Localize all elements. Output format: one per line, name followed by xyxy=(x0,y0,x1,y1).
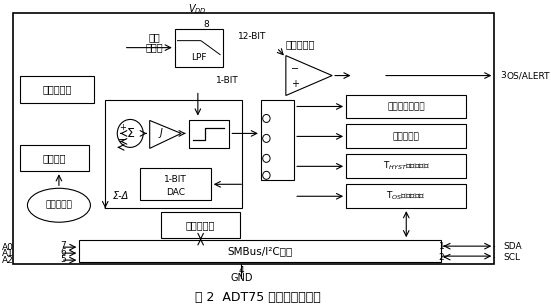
Bar xyxy=(20,145,89,171)
Text: DAC: DAC xyxy=(166,188,185,197)
Text: 滤波器: 滤波器 xyxy=(145,43,163,53)
Bar xyxy=(261,100,294,180)
Text: 5: 5 xyxy=(61,255,67,263)
Text: A1: A1 xyxy=(2,249,14,258)
Text: −: − xyxy=(291,64,299,73)
Text: 3: 3 xyxy=(500,71,506,80)
Text: 6: 6 xyxy=(61,248,67,257)
Text: 7: 7 xyxy=(61,241,67,250)
Text: J: J xyxy=(159,129,162,138)
Bar xyxy=(79,240,441,262)
Text: A0: A0 xyxy=(2,243,14,252)
Circle shape xyxy=(263,134,270,142)
Ellipse shape xyxy=(28,188,90,222)
Text: 图 2  ADT75 内部结构原理图: 图 2 ADT75 内部结构原理图 xyxy=(195,290,321,304)
Text: $V_{DD}$: $V_{DD}$ xyxy=(188,2,207,16)
Circle shape xyxy=(263,114,270,122)
Circle shape xyxy=(117,119,143,147)
Polygon shape xyxy=(286,56,332,95)
Text: 8: 8 xyxy=(203,20,209,29)
Bar xyxy=(161,212,240,238)
Bar xyxy=(13,13,494,264)
Polygon shape xyxy=(150,121,181,148)
Text: T$_{OS}$定值寄存器: T$_{OS}$定值寄存器 xyxy=(386,189,426,202)
Text: 配置寄存器: 配置寄存器 xyxy=(393,132,420,141)
Text: SDA: SDA xyxy=(504,242,522,251)
Text: 低通: 低通 xyxy=(148,33,160,43)
Text: Σ: Σ xyxy=(126,127,134,140)
Text: 12-BIT: 12-BIT xyxy=(237,32,266,41)
Text: SCL: SCL xyxy=(504,253,521,262)
Text: 时钟和定时: 时钟和定时 xyxy=(46,201,72,210)
Text: 1-BIT: 1-BIT xyxy=(217,76,239,85)
Text: 参考信号: 参考信号 xyxy=(42,153,66,163)
Text: GND: GND xyxy=(230,273,253,283)
Text: SMBus/I²C接口: SMBus/I²C接口 xyxy=(228,246,293,256)
Bar xyxy=(175,29,223,67)
Text: 数字比较器: 数字比较器 xyxy=(285,40,315,50)
Bar xyxy=(346,95,467,118)
Bar xyxy=(346,184,467,208)
Circle shape xyxy=(263,154,270,162)
Text: 温度传感器: 温度传感器 xyxy=(42,84,72,95)
Text: +: + xyxy=(120,123,126,132)
Text: A2: A2 xyxy=(2,256,14,265)
Text: 指针寄存器: 指针寄存器 xyxy=(186,220,215,230)
Text: OS/ALERT: OS/ALERT xyxy=(506,71,550,80)
Text: Σ-Δ: Σ-Δ xyxy=(112,191,129,201)
Text: −: − xyxy=(118,135,127,145)
Text: 4: 4 xyxy=(239,266,244,274)
Text: 2: 2 xyxy=(439,253,444,262)
Text: 1-BIT: 1-BIT xyxy=(164,175,187,184)
Bar xyxy=(346,154,467,178)
Text: +: + xyxy=(291,79,299,88)
Bar xyxy=(188,121,229,148)
Text: LPF: LPF xyxy=(191,53,207,62)
Bar xyxy=(346,125,467,148)
Text: 1: 1 xyxy=(439,242,444,251)
Text: T$_{HYST}$定值寄存器: T$_{HYST}$定值寄存器 xyxy=(383,159,430,172)
Text: 温度数据寄存器: 温度数据寄存器 xyxy=(387,102,425,111)
Bar xyxy=(141,168,211,200)
Bar xyxy=(20,76,94,103)
Circle shape xyxy=(263,171,270,179)
Bar xyxy=(105,100,242,208)
